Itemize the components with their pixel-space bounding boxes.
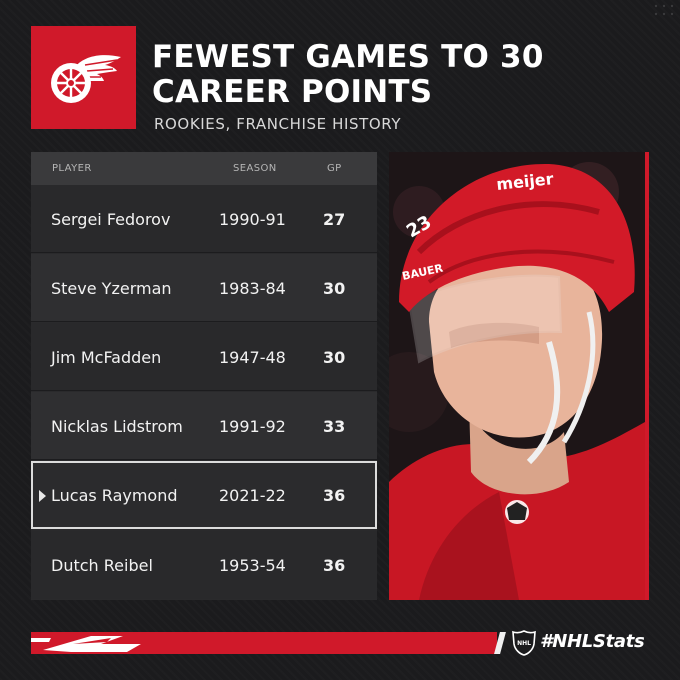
page-title: FEWEST GAMES TO 30 CAREER POINTS	[152, 40, 652, 110]
season: 1990-91	[219, 210, 286, 229]
header-gp: GP	[327, 163, 342, 174]
table-row-highlighted: Lucas Raymond 2021-22 36	[31, 461, 377, 529]
winged-wheel-icon	[50, 54, 121, 103]
highlight-arrow-icon	[39, 490, 46, 502]
player-name: Jim McFadden	[51, 348, 162, 367]
dot-pattern-decoration	[654, 4, 674, 16]
player-photo: meijer BAUER 23	[389, 152, 649, 600]
player-name: Nicklas Lidstrom	[51, 417, 183, 436]
games-played: 33	[323, 417, 346, 436]
player-name: Sergei Fedorov	[51, 210, 171, 229]
season: 1953-54	[219, 556, 286, 575]
red-wings-logo	[31, 26, 136, 129]
player-name: Steve Yzerman	[51, 279, 172, 298]
player-name: Lucas Raymond	[51, 486, 178, 505]
svg-text:NHL: NHL	[517, 640, 531, 647]
hashtag-label: #NHLStats	[540, 631, 645, 652]
table-row: Dutch Reibel 1953-54 36	[31, 531, 377, 599]
table-row: Sergei Fedorov 1990-91 27	[31, 185, 377, 253]
games-played: 27	[323, 210, 346, 229]
title-line-2: CAREER POINTS	[152, 74, 433, 110]
season: 1983-84	[219, 279, 286, 298]
table-header: PLAYER SEASON GP	[31, 152, 377, 185]
player-illustration: meijer BAUER 23	[389, 152, 645, 600]
table-row: Jim McFadden 1947-48 30	[31, 323, 377, 391]
player-name: Dutch Reibel	[51, 556, 153, 575]
footer-accent-bar	[31, 632, 497, 654]
header-player: PLAYER	[52, 163, 92, 174]
page-subtitle: ROOKIES, FRANCHISE HISTORY	[154, 115, 402, 133]
games-played: 30	[323, 279, 346, 298]
stats-table: PLAYER SEASON GP Sergei Fedorov 1990-91 …	[31, 152, 377, 600]
nhl-shield-icon: NHL	[512, 630, 536, 656]
season: 2021-22	[219, 486, 286, 505]
games-played: 36	[323, 556, 346, 575]
season: 1991-92	[219, 417, 286, 436]
header-season: SEASON	[233, 163, 277, 174]
games-played: 36	[323, 486, 346, 505]
season: 1947-48	[219, 348, 286, 367]
title-line-1: FEWEST GAMES TO 30	[152, 39, 544, 75]
wing-stripe-decoration	[31, 636, 141, 652]
games-played: 30	[323, 348, 346, 367]
table-row: Nicklas Lidstrom 1991-92 33	[31, 392, 377, 460]
table-row: Steve Yzerman 1983-84 30	[31, 254, 377, 322]
